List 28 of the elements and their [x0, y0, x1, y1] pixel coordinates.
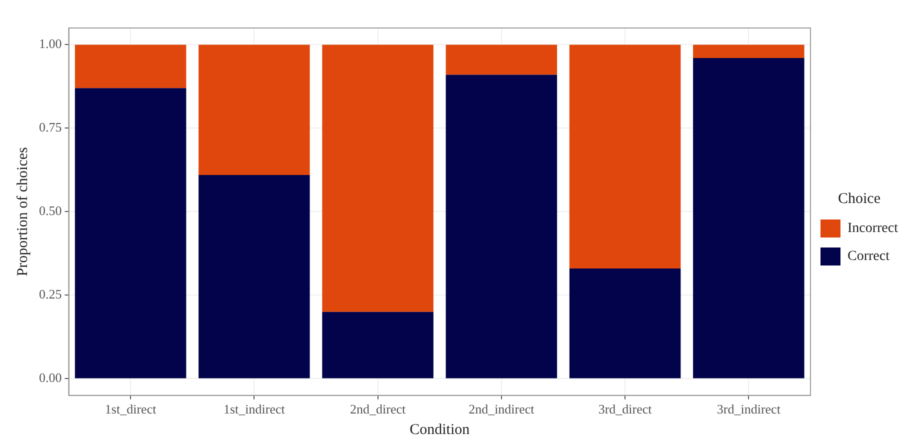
bar	[693, 44, 804, 58]
bar	[74, 44, 186, 88]
y-tick-label: 0.25	[39, 286, 62, 302]
y-tick-label: 0.50	[39, 203, 62, 218]
bar	[322, 312, 434, 378]
bar	[322, 44, 434, 312]
legend-title: Choice	[838, 190, 881, 207]
bar	[446, 74, 558, 378]
legend-label: Incorrect	[847, 221, 898, 236]
x-tick-label: 2nd_direct	[350, 402, 406, 417]
bar	[569, 268, 681, 378]
x-tick-label: 1st_indirect	[223, 402, 286, 417]
x-tick-label: 1st_direct	[104, 402, 157, 417]
bar	[198, 174, 310, 378]
x-tick-label: 2nd_indirect	[468, 402, 535, 417]
bar	[569, 44, 681, 268]
x-tick-label: 3rd_direct	[598, 402, 652, 417]
bar	[693, 58, 804, 378]
y-tick-label: 1.00	[39, 36, 62, 52]
x-tick-label: 3rd_indirect	[716, 402, 781, 417]
bar	[198, 44, 310, 175]
y-tick-label: 0.75	[39, 120, 62, 135]
x-axis-title: Condition	[410, 422, 470, 438]
y-axis-title: Proportion of choices	[14, 146, 31, 276]
legend-label: Correct	[847, 249, 890, 264]
bar	[74, 88, 186, 378]
bar	[446, 44, 558, 75]
y-tick-label: 0.00	[39, 370, 62, 386]
